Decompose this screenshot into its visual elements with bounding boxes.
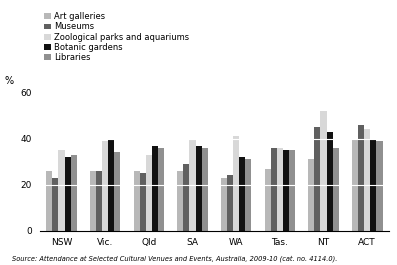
Bar	[245, 159, 252, 231]
Text: %: %	[5, 76, 14, 86]
Bar	[358, 125, 364, 231]
Text: Source: Attendance at Selected Cultural Venues and Events, Australia, 2009-10 (c: Source: Attendance at Selected Cultural …	[12, 256, 337, 262]
Bar	[221, 178, 227, 231]
Bar	[264, 169, 271, 231]
Bar	[46, 171, 52, 231]
Bar	[352, 139, 358, 231]
Bar	[183, 164, 189, 231]
Bar	[289, 150, 295, 231]
Bar	[333, 148, 339, 231]
Bar	[140, 173, 146, 231]
Bar	[177, 171, 183, 231]
Bar	[320, 111, 327, 231]
Bar	[189, 139, 196, 231]
Bar	[146, 155, 152, 231]
Bar	[364, 130, 370, 231]
Bar	[227, 175, 233, 231]
Bar	[52, 178, 58, 231]
Bar	[71, 155, 77, 231]
Bar	[133, 171, 140, 231]
Bar	[58, 150, 65, 231]
Bar	[271, 148, 277, 231]
Bar	[314, 127, 320, 231]
Bar	[327, 132, 333, 231]
Bar	[108, 139, 114, 231]
Bar	[158, 148, 164, 231]
Bar	[196, 145, 202, 231]
Bar	[202, 148, 208, 231]
Bar	[152, 145, 158, 231]
Bar	[90, 171, 96, 231]
Bar	[370, 139, 376, 231]
Legend: Art galleries, Museums, Zoological parks and aquariums, Botanic gardens, Librari: Art galleries, Museums, Zoological parks…	[44, 12, 189, 62]
Bar	[376, 141, 383, 231]
Bar	[239, 157, 245, 231]
Bar	[308, 159, 314, 231]
Bar	[114, 152, 121, 231]
Bar	[102, 141, 108, 231]
Bar	[233, 136, 239, 231]
Bar	[277, 148, 283, 231]
Bar	[65, 157, 71, 231]
Bar	[283, 150, 289, 231]
Bar	[96, 171, 102, 231]
